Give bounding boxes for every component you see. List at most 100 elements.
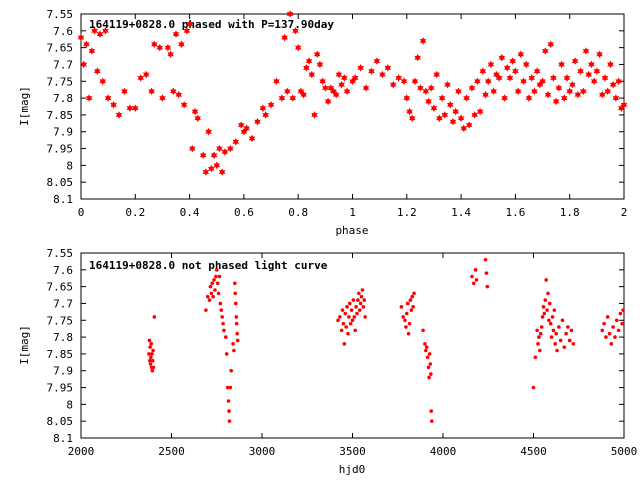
data-point [231, 342, 235, 346]
data-point [237, 121, 245, 129]
data-point [148, 345, 152, 349]
data-point [254, 117, 261, 126]
data-point [224, 352, 229, 356]
data-point [232, 348, 236, 353]
data-point [218, 301, 223, 306]
data-point [465, 121, 473, 129]
data-point [389, 80, 397, 89]
data-point [438, 94, 446, 102]
data-point [357, 291, 361, 296]
data-point [226, 399, 231, 403]
data-point [522, 60, 530, 69]
data-point [289, 94, 297, 102]
data-point [213, 161, 221, 170]
data-point [147, 352, 151, 356]
data-point [362, 84, 370, 92]
data-point [217, 274, 222, 279]
data-point [541, 305, 546, 309]
x-tick-label: 3500 [339, 445, 366, 458]
data-point [484, 271, 489, 275]
data-point [347, 301, 352, 306]
data-point [490, 87, 497, 96]
data-point [495, 74, 503, 82]
data-point [409, 308, 414, 312]
data-point [191, 107, 199, 116]
data-point [485, 284, 490, 289]
data-point [156, 43, 164, 52]
data-point [259, 104, 267, 112]
data-point [604, 87, 611, 96]
data-point [424, 345, 429, 349]
data-point [357, 64, 364, 72]
data-point [194, 114, 202, 123]
y-tick-label: 7.85 [47, 348, 74, 361]
data-point [147, 358, 152, 363]
data-point [150, 368, 155, 373]
data-point [410, 294, 415, 299]
data-point [406, 107, 413, 116]
data-point [546, 291, 550, 296]
data-point [609, 80, 617, 89]
x-tick-label: 3000 [249, 445, 276, 458]
unphased-light-curve-panel: 164119+0828.0 not phased light curve hjd… [18, 247, 637, 476]
data-point [423, 342, 427, 346]
data-point [585, 70, 592, 79]
data-point [444, 80, 451, 89]
data-point [99, 77, 107, 86]
x-tick-label: 5000 [611, 445, 638, 458]
data-point [616, 328, 621, 333]
data-point [83, 40, 90, 49]
data-point [560, 94, 568, 102]
data-point [614, 318, 619, 323]
data-point [620, 321, 624, 326]
y-tick-label: 7.7 [53, 58, 73, 71]
data-point [482, 90, 489, 99]
data-point [538, 331, 543, 336]
data-point [137, 74, 145, 82]
y-tick-label: 7.9 [53, 365, 73, 378]
data-point [604, 335, 608, 339]
x-tick-label: 0 [78, 206, 85, 219]
data-point [567, 338, 572, 343]
data-point [425, 355, 430, 360]
data-point [232, 138, 240, 146]
data-point [209, 291, 214, 296]
data-point [353, 328, 358, 333]
data-point [248, 134, 256, 143]
data-point [579, 87, 587, 96]
data-point [463, 94, 470, 102]
data-point [609, 342, 614, 346]
data-point [525, 94, 533, 102]
data-point [384, 64, 392, 72]
data-point [234, 315, 239, 319]
x-tick-label: 0.8 [288, 206, 308, 219]
data-point [613, 335, 617, 339]
data-point [221, 148, 229, 156]
data-point [550, 74, 557, 82]
data-point [373, 57, 381, 65]
data-point [549, 335, 554, 339]
data-point [219, 308, 224, 312]
data-point [552, 308, 557, 312]
data-point [80, 60, 88, 69]
data-point [484, 77, 492, 86]
data-point [617, 104, 625, 112]
data-point [520, 77, 527, 86]
data-point [562, 345, 567, 349]
x-tick-label: 2 [621, 206, 628, 219]
data-point [547, 301, 552, 306]
data-point [363, 315, 367, 319]
x-tick-label: 4000 [430, 445, 457, 458]
y-tick-label: 7.75 [47, 314, 74, 327]
data-point [216, 144, 223, 153]
data-point [449, 117, 457, 126]
data-point [262, 111, 269, 119]
x-tick-label: 0.2 [125, 206, 145, 219]
data-point [347, 315, 351, 319]
data-point [379, 70, 386, 79]
data-point [341, 74, 348, 82]
data-point [605, 315, 610, 319]
data-point [408, 114, 416, 123]
data-point [424, 348, 428, 353]
